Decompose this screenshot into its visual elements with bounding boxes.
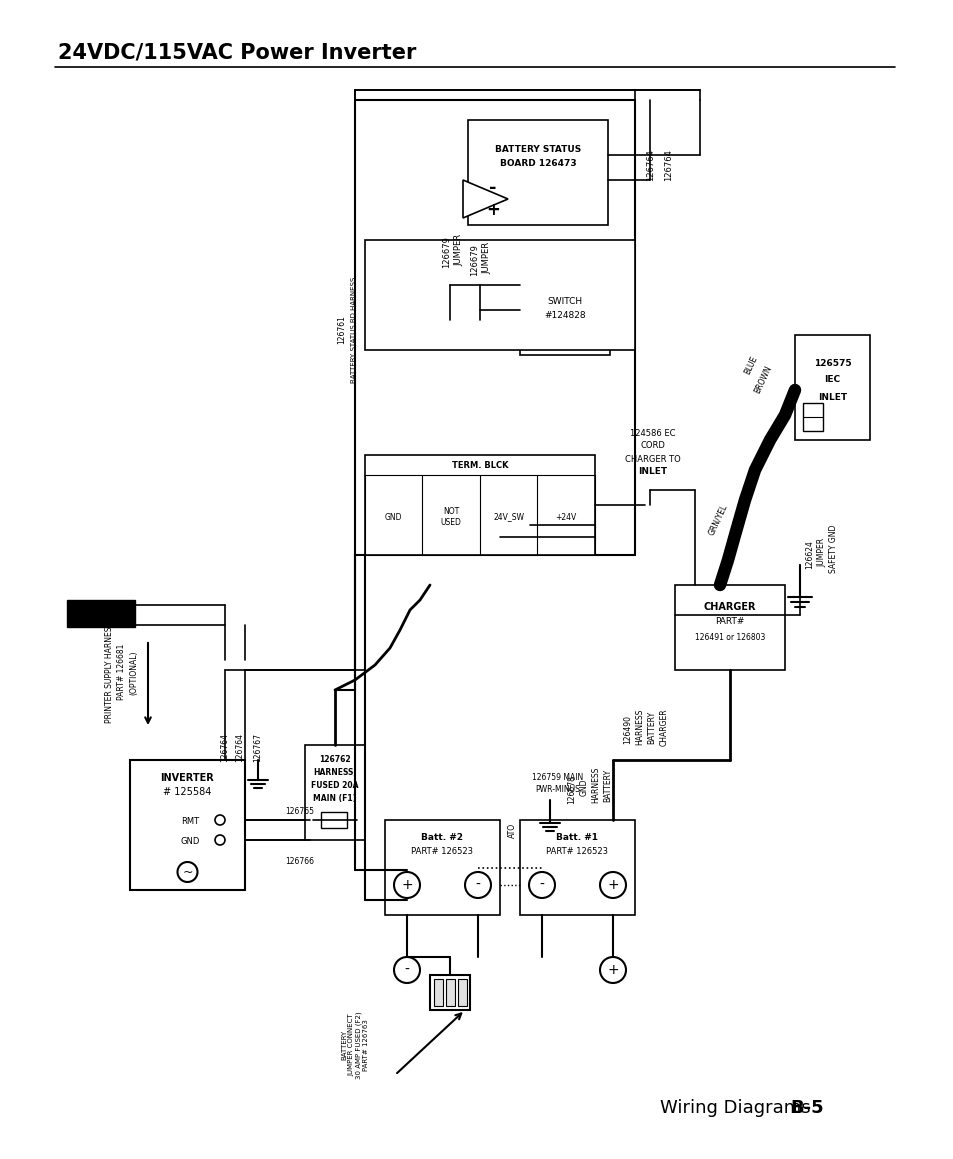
Circle shape (599, 872, 625, 898)
Text: 126764: 126764 (235, 734, 244, 763)
Text: 124586 EC: 124586 EC (630, 429, 675, 437)
Text: 126764: 126764 (220, 734, 230, 763)
Text: # 125584: # 125584 (163, 787, 212, 797)
Bar (305, 745, 365, 840)
Bar (320, 812, 347, 828)
Text: +: + (606, 963, 618, 977)
Text: HARNESS: HARNESS (591, 767, 599, 803)
Text: 126575: 126575 (813, 358, 850, 367)
Text: -: - (489, 178, 497, 197)
Bar (569, 328, 598, 347)
Text: SWITCH: SWITCH (547, 298, 582, 306)
Text: 126764: 126764 (646, 150, 655, 181)
Text: CHARGER: CHARGER (703, 602, 756, 612)
Text: PART#: PART# (715, 618, 744, 627)
Text: PART# 126523: PART# 126523 (411, 847, 473, 857)
Text: INLET: INLET (817, 393, 846, 401)
Circle shape (177, 862, 197, 882)
Bar (446, 979, 455, 1006)
Text: +: + (485, 201, 499, 219)
Text: NOT
USED: NOT USED (440, 508, 461, 526)
Text: 126679: 126679 (442, 236, 451, 268)
Text: 126767: 126767 (253, 734, 262, 763)
Bar (530, 328, 558, 347)
Bar (802, 403, 822, 431)
Text: ~: ~ (182, 866, 193, 879)
Text: BATTERY: BATTERY (603, 768, 612, 802)
Bar (67, 600, 135, 627)
Text: BOARD 126473: BOARD 126473 (499, 160, 576, 168)
Text: Batt. #1: Batt. #1 (556, 833, 598, 843)
Text: -: - (539, 879, 544, 892)
Text: +: + (401, 879, 413, 892)
Text: SAFETY GND: SAFETY GND (828, 525, 838, 574)
Polygon shape (462, 180, 507, 218)
Text: HARNESS: HARNESS (635, 709, 644, 745)
Text: 126679: 126679 (470, 245, 479, 276)
Text: 126490: 126490 (623, 715, 632, 744)
Text: HARNESS,: HARNESS, (313, 768, 356, 778)
Circle shape (464, 872, 491, 898)
Bar (519, 821, 635, 914)
Text: BATTERY STATUS BD HARNESS: BATTERY STATUS BD HARNESS (351, 277, 356, 384)
Circle shape (214, 834, 225, 845)
Text: BATTERY
JUMPER CONNECT
30 AMP FUSED (F2)
PART# 126763: BATTERY JUMPER CONNECT 30 AMP FUSED (F2)… (341, 1011, 369, 1079)
Text: BATTERY STATUS: BATTERY STATUS (495, 146, 580, 154)
Bar (675, 585, 784, 670)
Text: JUMPER: JUMPER (454, 234, 463, 267)
Text: BROWN: BROWN (752, 365, 773, 395)
Circle shape (599, 957, 625, 983)
Text: +: + (606, 879, 618, 892)
Text: PWR-MINUS: PWR-MINUS (535, 785, 579, 794)
Text: IEC: IEC (823, 376, 840, 385)
Text: GRN/YEL: GRN/YEL (706, 503, 728, 537)
Text: 24V_SW: 24V_SW (493, 512, 524, 522)
Text: #124828: #124828 (543, 312, 585, 321)
Bar (355, 100, 635, 555)
Text: 126759 MAIN: 126759 MAIN (532, 773, 583, 782)
Text: -: - (404, 963, 409, 977)
Text: ATO: ATO (507, 823, 517, 838)
Text: +24V: +24V (555, 512, 577, 522)
Text: GND: GND (180, 838, 199, 846)
Text: 126762: 126762 (319, 756, 351, 765)
Bar (365, 240, 635, 350)
Text: INLET: INLET (638, 467, 667, 476)
Bar (457, 979, 467, 1006)
Bar (130, 760, 245, 890)
Text: BLUE: BLUE (742, 355, 759, 376)
Circle shape (529, 872, 555, 898)
Text: MAIN (F1): MAIN (F1) (314, 795, 356, 803)
Text: RMT: RMT (181, 817, 199, 826)
Circle shape (214, 815, 225, 825)
Text: JUMPER: JUMPER (482, 242, 491, 274)
Circle shape (394, 957, 419, 983)
Text: 126624: 126624 (804, 540, 814, 569)
Bar (434, 979, 442, 1006)
Text: TERM. BLCK: TERM. BLCK (452, 460, 508, 469)
Text: PART# 126523: PART# 126523 (546, 847, 608, 857)
Text: 126764: 126764 (664, 150, 673, 181)
Bar (468, 121, 607, 225)
Text: INVERTER: INVERTER (160, 773, 214, 783)
Text: PRINTER SUPPLY HARNESS: PRINTER SUPPLY HARNESS (106, 621, 114, 722)
Bar (519, 280, 609, 355)
Text: (OPTIONAL): (OPTIONAL) (130, 650, 138, 695)
Text: FUSED 20A: FUSED 20A (311, 781, 358, 790)
Bar (794, 335, 869, 440)
Text: 126491 or 126803: 126491 or 126803 (694, 633, 764, 641)
Text: B-5: B-5 (789, 1099, 822, 1117)
Text: GND: GND (385, 512, 402, 522)
Text: 126761: 126761 (337, 315, 346, 344)
Text: GND: GND (578, 778, 588, 796)
Bar (385, 821, 499, 914)
Text: 126765: 126765 (285, 808, 314, 816)
Bar (365, 455, 595, 555)
Text: CHARGER: CHARGER (659, 708, 668, 745)
Text: BATTERY: BATTERY (647, 710, 656, 744)
Text: Wiring Diagrams: Wiring Diagrams (659, 1099, 816, 1117)
Text: 24VDC/115VAC Power Inverter: 24VDC/115VAC Power Inverter (58, 42, 416, 61)
Text: 126678: 126678 (567, 775, 576, 804)
Text: JUMPER: JUMPER (817, 538, 825, 567)
Text: CORD: CORD (639, 442, 665, 451)
